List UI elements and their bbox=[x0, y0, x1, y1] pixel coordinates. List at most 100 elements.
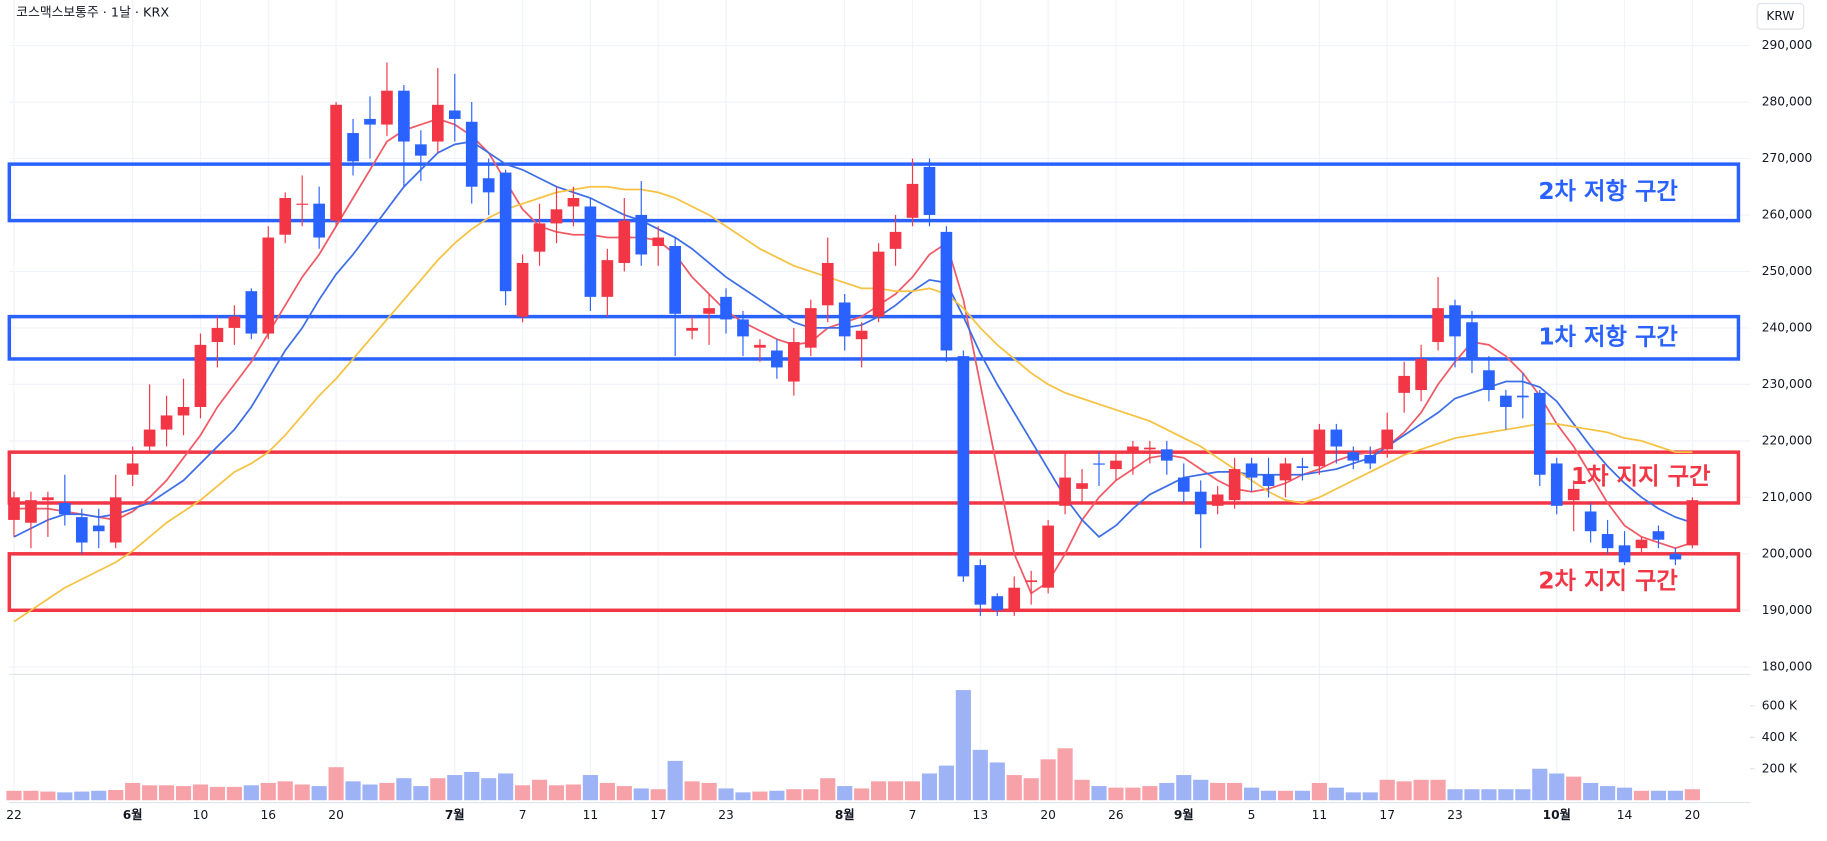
candle-body bbox=[1483, 370, 1495, 391]
volume-tick-label: 600 K bbox=[1762, 698, 1798, 712]
candle-body bbox=[737, 319, 749, 337]
x-tick-label: 14 bbox=[1617, 808, 1633, 822]
volume-bar bbox=[413, 786, 429, 801]
zone-label: 2차 저항 구간 bbox=[1538, 178, 1678, 205]
volume-bar bbox=[1227, 782, 1243, 801]
candle-body bbox=[686, 327, 698, 331]
candle-body bbox=[1262, 474, 1275, 487]
volume-bar bbox=[396, 778, 412, 801]
volume-bar bbox=[1515, 789, 1531, 801]
y-tick-label: 230,000 bbox=[1762, 377, 1813, 391]
volume-bar bbox=[1447, 789, 1463, 801]
x-tick-label: 13 bbox=[973, 808, 989, 822]
candle-body bbox=[431, 104, 444, 142]
candle-body bbox=[8, 497, 20, 520]
candle-body bbox=[1652, 531, 1665, 540]
zone-box bbox=[7, 552, 1741, 613]
candle-body bbox=[889, 231, 902, 249]
y-tick-label: 220,000 bbox=[1762, 433, 1813, 447]
x-tick-label: 20 bbox=[328, 808, 344, 822]
volume-bar bbox=[1057, 748, 1073, 801]
candle-body bbox=[1466, 322, 1478, 359]
chart-title: 코스맥스보통주 · 1날 · KRX bbox=[16, 5, 169, 20]
candle-body bbox=[1025, 580, 1038, 583]
candle-body bbox=[75, 517, 88, 543]
candle-body bbox=[754, 344, 766, 348]
x-tick-label: 11 bbox=[1312, 808, 1328, 822]
candle-body bbox=[1330, 429, 1343, 447]
volume-bar bbox=[1481, 789, 1497, 801]
candle-body bbox=[1160, 449, 1173, 461]
y-tick-label: 290,000 bbox=[1762, 38, 1813, 52]
currency-box[interactable] bbox=[1756, 2, 1805, 30]
candle-body bbox=[245, 291, 258, 334]
volume-bar bbox=[1345, 792, 1361, 801]
candle-body bbox=[347, 133, 359, 162]
volume-bar bbox=[1176, 775, 1192, 801]
candle-body bbox=[482, 178, 495, 193]
volume-bar bbox=[481, 778, 497, 801]
volume-bar bbox=[1600, 786, 1616, 801]
candle-body bbox=[465, 121, 478, 187]
volume-bar bbox=[531, 779, 548, 801]
volume-bar bbox=[972, 749, 988, 801]
zone-box bbox=[7, 450, 1741, 505]
volume-bar bbox=[1684, 789, 1700, 801]
y-tick-label: 200,000 bbox=[1762, 546, 1813, 560]
candle-body bbox=[177, 406, 190, 416]
volume-bar bbox=[294, 784, 310, 801]
volume-bar bbox=[1464, 789, 1480, 801]
candle-body bbox=[211, 327, 224, 343]
volume-bar bbox=[1583, 782, 1599, 801]
volume-bar bbox=[854, 788, 870, 801]
candle-body bbox=[974, 565, 987, 605]
x-tick-label: 16 bbox=[260, 808, 276, 822]
volume-bar bbox=[1532, 768, 1548, 801]
currency[interactable]: KRW bbox=[1766, 9, 1794, 23]
candle-body bbox=[1601, 534, 1614, 549]
candle-body bbox=[1296, 466, 1309, 468]
candle-body bbox=[601, 260, 614, 297]
y-tick-label: 280,000 bbox=[1762, 94, 1813, 108]
volume-bar bbox=[1125, 787, 1141, 801]
candle-body bbox=[398, 90, 410, 142]
candle-body bbox=[533, 223, 546, 252]
candle-body bbox=[1279, 463, 1292, 481]
x-tick-label: 20 bbox=[1685, 808, 1701, 822]
candle-body bbox=[415, 144, 427, 156]
candle-body bbox=[1194, 491, 1207, 515]
candle-body bbox=[279, 198, 292, 235]
x-tick-label: 5 bbox=[1248, 808, 1256, 822]
x-tick-label: 7 bbox=[519, 808, 527, 822]
candle-body bbox=[228, 316, 241, 328]
x-tick-label: 10월 bbox=[1543, 807, 1571, 822]
volume-bar bbox=[1396, 781, 1412, 801]
volume-bar bbox=[735, 792, 751, 801]
candle-body bbox=[109, 497, 122, 543]
volume-bar bbox=[989, 762, 1005, 801]
candle-body bbox=[1059, 477, 1071, 506]
volume-bar bbox=[1040, 759, 1056, 801]
volume-bar bbox=[1328, 787, 1344, 801]
volume-bar bbox=[1023, 778, 1039, 801]
candle-body bbox=[1618, 545, 1631, 563]
candle-body bbox=[567, 198, 580, 207]
volume-bar bbox=[209, 786, 225, 801]
volume-bar bbox=[955, 690, 971, 801]
volume-bar bbox=[328, 767, 344, 801]
volume-bar bbox=[447, 775, 463, 801]
volume-bar bbox=[1159, 782, 1175, 801]
candle-body bbox=[194, 344, 207, 407]
volume-bar bbox=[1294, 790, 1311, 801]
candle-body bbox=[1550, 463, 1563, 506]
volume-bar bbox=[379, 782, 395, 801]
volume-bar bbox=[40, 791, 56, 801]
candle-body bbox=[1517, 395, 1529, 398]
x-tick-label: 7 bbox=[909, 808, 917, 822]
candle-body bbox=[855, 330, 868, 340]
volume-bar bbox=[1430, 779, 1446, 801]
y-tick-label: 250,000 bbox=[1762, 264, 1813, 278]
candle-body bbox=[296, 203, 309, 205]
volume-bar bbox=[599, 782, 615, 801]
volume-bar bbox=[1244, 787, 1260, 801]
